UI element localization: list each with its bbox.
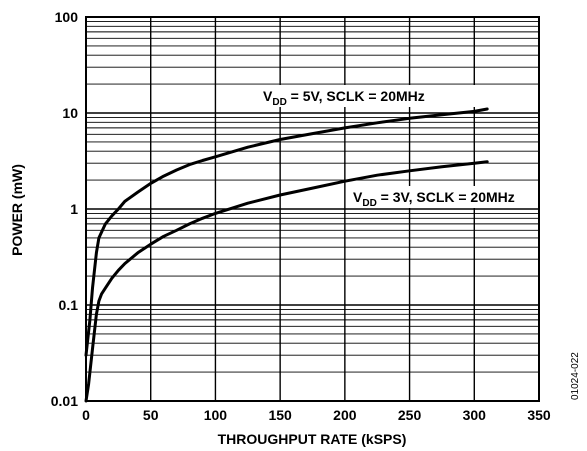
x-tick-label-300: 300	[463, 407, 487, 423]
y-tick-label-1: 1	[70, 201, 78, 217]
series-label-3v-rest: = 3V, SCLK = 20MHz	[377, 189, 515, 205]
data-curves	[84, 107, 489, 403]
series-line-5v	[84, 107, 489, 357]
series-labels: VDD = 5V, SCLK = 20MHz VDD = 3V, SCLK = …	[258, 85, 550, 209]
series-label-5v-rest: = 5V, SCLK = 20MHz	[287, 88, 425, 104]
series-label-5v: VDD = 5V, SCLK = 20MHz	[263, 88, 425, 108]
x-tick-label-0: 0	[82, 407, 90, 423]
figure-code: 01024-022	[570, 352, 581, 400]
series-label-5v-main: V	[263, 88, 273, 104]
x-tick-label-350: 350	[527, 407, 551, 423]
plot-frame	[85, 16, 540, 402]
series-label-5v-sub: DD	[272, 97, 286, 108]
y-axis-title: POWER (mW)	[9, 164, 25, 256]
series-label-3v: VDD = 3V, SCLK = 20MHz	[353, 189, 515, 209]
y-tick-label-100: 100	[55, 9, 79, 25]
series-label-3v-main: V	[353, 189, 363, 205]
x-tick-label-200: 200	[333, 407, 357, 423]
series-label-3v-sub: DD	[362, 198, 376, 209]
x-tick-label-250: 250	[398, 407, 422, 423]
series-label-3v-background	[348, 186, 550, 208]
series-label-5v-background	[258, 85, 476, 107]
x-tick-label-100: 100	[204, 407, 228, 423]
series-line-3v	[84, 160, 489, 403]
tick-labels: 0 50 100 150 200 250 300 350 0.01 0.1 1 10 100	[51, 9, 551, 423]
y-tick-label-10: 10	[62, 105, 78, 121]
x-axis-title: THROUGHPUT RATE (kSPS)	[218, 431, 407, 447]
x-tick-label-150: 150	[268, 407, 292, 423]
y-tick-label-0.1: 0.1	[59, 297, 79, 313]
x-tick-label-50: 50	[143, 407, 159, 423]
y-tick-label-0.01: 0.01	[51, 393, 78, 409]
grid-lines	[85, 17, 540, 402]
